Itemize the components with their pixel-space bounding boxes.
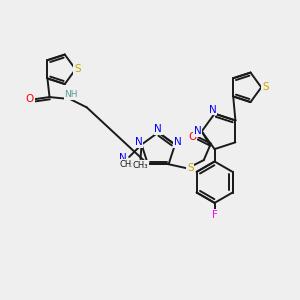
- Text: N: N: [208, 104, 216, 115]
- Text: O: O: [188, 132, 196, 142]
- Text: O: O: [26, 94, 34, 104]
- Text: CH₃: CH₃: [119, 160, 135, 169]
- Text: S: S: [262, 82, 269, 92]
- Text: CH₃: CH₃: [133, 161, 148, 170]
- Text: N: N: [174, 137, 182, 148]
- Text: S: S: [74, 64, 81, 74]
- Text: N: N: [194, 126, 202, 136]
- Text: F: F: [212, 210, 218, 220]
- Text: NH: NH: [64, 91, 78, 100]
- Text: N: N: [154, 124, 162, 134]
- Text: S: S: [187, 164, 194, 173]
- Text: N: N: [135, 137, 142, 148]
- Text: N: N: [119, 153, 127, 163]
